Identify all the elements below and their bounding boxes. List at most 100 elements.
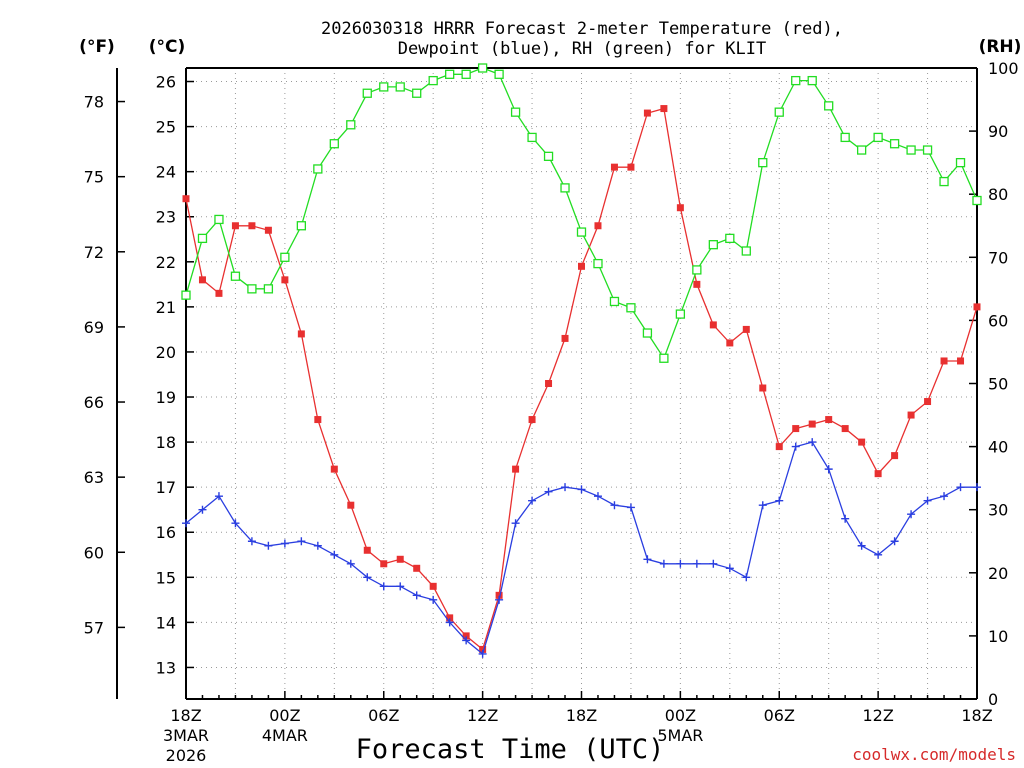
relative-humidity-point xyxy=(725,233,735,244)
dewpoint-point xyxy=(775,496,784,505)
relative-humidity-point xyxy=(477,63,488,73)
relative-humidity-point xyxy=(510,107,521,117)
fahrenheit-tick-label: 69 xyxy=(84,318,104,337)
2-meter-temperature-point xyxy=(924,398,932,406)
dewpoint-point xyxy=(198,505,207,514)
dewpoint-point xyxy=(577,485,586,494)
rh-axis-label: (RH) xyxy=(979,37,1022,57)
dewpoint-point xyxy=(247,537,256,546)
celsius-tick-label: 19 xyxy=(156,388,176,407)
relative-humidity-point xyxy=(445,69,455,79)
dewpoint-point xyxy=(412,591,421,600)
relative-humidity-point xyxy=(741,246,751,256)
dewpoint-point xyxy=(231,519,240,528)
x-tick-label: 12Z xyxy=(467,706,498,725)
x-tick-label: 06Z xyxy=(368,706,399,725)
relative-humidity-point xyxy=(560,183,570,193)
chart-grid xyxy=(186,68,977,699)
relative-humidity-point xyxy=(609,296,620,307)
2-meter-temperature-point xyxy=(907,411,915,419)
relative-humidity-point xyxy=(955,157,966,168)
2-meter-temperature-point xyxy=(545,380,553,387)
2-meter-temperature-point xyxy=(693,280,701,288)
celsius-tick-label: 14 xyxy=(156,613,176,632)
celsius-tick-label: 18 xyxy=(156,433,176,452)
dewpoint-point xyxy=(429,595,438,604)
dewpoint-point xyxy=(478,649,487,658)
celsius-tick-label: 26 xyxy=(156,73,176,92)
dewpoint-point xyxy=(626,503,635,512)
axis-ticks: 13 14 15 16 17 18 19 20 21 22 23 24 25 26 57 60 63 66 69 72… xyxy=(84,59,1019,765)
2-meter-temperature-point xyxy=(957,357,965,365)
2-meter-temperature-point xyxy=(446,614,454,622)
2-meter-temperature-point xyxy=(396,555,404,563)
relative-humidity-point xyxy=(181,290,191,300)
2-meter-temperature-point xyxy=(891,452,899,460)
2-meter-temperature-point xyxy=(940,357,948,365)
2-meter-temperature-point xyxy=(841,425,849,433)
2-meter-temperature-point xyxy=(709,321,717,329)
2-meter-temperature-point xyxy=(792,425,800,433)
rh-tick-label: 20 xyxy=(988,564,1008,583)
relative-humidity-point xyxy=(395,82,405,92)
celsius-tick-label: 25 xyxy=(156,118,176,137)
celsius-tick-label: 24 xyxy=(156,163,176,182)
celsius-tick-label: 21 xyxy=(156,298,176,317)
dewpoint-point xyxy=(495,595,504,604)
relative-humidity-point xyxy=(247,284,257,294)
fahrenheit-axis-label: (°F) xyxy=(79,37,115,57)
relative-humidity-point xyxy=(922,145,933,155)
relative-humidity-point xyxy=(296,221,307,231)
2-meter-temperature-point xyxy=(874,470,882,478)
fahrenheit-tick-label: 75 xyxy=(84,168,104,187)
2-meter-temperature-point xyxy=(314,416,322,424)
dewpoint-point xyxy=(709,559,718,568)
2-meter-temperature-point xyxy=(462,632,470,640)
2-meter-temperature-point xyxy=(594,222,602,230)
dewpoint-point xyxy=(528,496,537,505)
dewpoint-point xyxy=(758,501,767,510)
relative-humidity-point xyxy=(774,107,784,117)
fahrenheit-tick-label: 63 xyxy=(84,468,104,487)
rh-tick-label: 10 xyxy=(988,627,1008,646)
relative-humidity-point xyxy=(856,145,867,155)
dewpoint-point xyxy=(610,501,619,510)
dewpoint-point xyxy=(659,559,668,568)
dewpoint-point xyxy=(907,510,916,519)
relative-humidity-point xyxy=(626,303,636,313)
x-tick-year: 2026 xyxy=(166,746,207,765)
rh-tick-label: 90 xyxy=(988,122,1008,141)
dewpoint-point xyxy=(462,636,471,645)
relative-humidity-point xyxy=(675,309,686,319)
2-meter-temperature-point xyxy=(775,443,783,451)
dewpoint-point xyxy=(725,564,734,573)
relative-humidity-point xyxy=(197,233,208,244)
dewpoint-point xyxy=(330,550,339,559)
celsius-tick-label: 22 xyxy=(156,253,176,272)
x-tick-label: 18Z xyxy=(170,706,201,725)
2-meter-temperature-point xyxy=(347,501,355,509)
dewpoint-point xyxy=(445,618,454,627)
2-meter-temperature-point xyxy=(281,276,289,284)
relative-humidity-point xyxy=(576,227,587,237)
2-meter-temperature-point xyxy=(215,289,223,297)
dewpoint-point xyxy=(379,582,388,591)
dewpoint-point xyxy=(561,483,570,492)
2-meter-temperature-point xyxy=(610,163,618,171)
2-meter-temperature-point xyxy=(742,325,750,333)
dewpoint-point xyxy=(363,573,372,582)
2-meter-temperature-point xyxy=(973,303,981,311)
fahrenheit-tick-label: 66 xyxy=(84,393,104,412)
chart-title-line2: Dewpoint (blue), RH (green) for KLIT xyxy=(398,39,766,59)
2-meter-temperature-point xyxy=(363,546,371,554)
fahrenheit-tick-label: 60 xyxy=(84,543,104,562)
dewpoint-point xyxy=(182,519,190,528)
rh-tick-label: 30 xyxy=(988,501,1008,520)
dewpoint-point xyxy=(396,582,405,591)
dewpoint-point xyxy=(742,573,751,582)
relative-humidity-point xyxy=(461,69,471,79)
fahrenheit-tick-label: 72 xyxy=(84,243,104,262)
2-meter-temperature-point xyxy=(380,560,388,568)
relative-humidity-point xyxy=(362,88,372,98)
